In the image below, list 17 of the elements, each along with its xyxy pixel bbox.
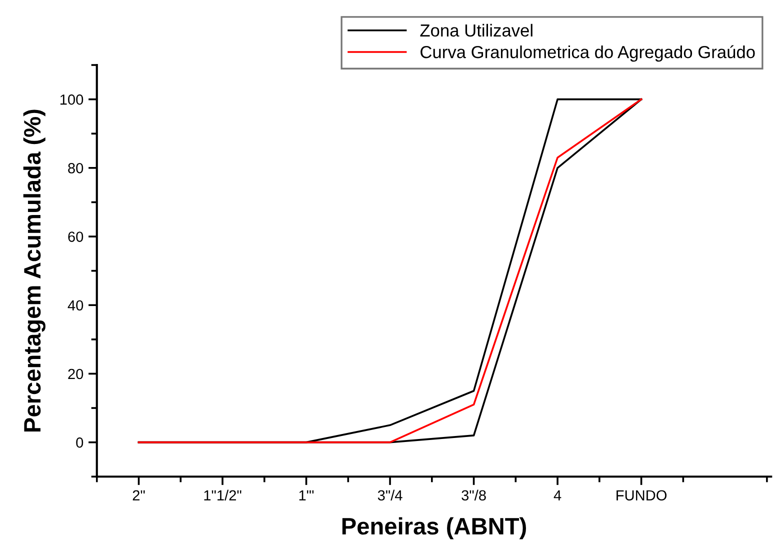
x-tick-label: FUNDO <box>616 490 667 501</box>
y-tick-label: 80 <box>68 163 84 174</box>
y-axis-title: Percentagem Acumulada (%) <box>23 110 46 432</box>
x-tick-label: 3"/8 <box>462 490 486 501</box>
y-tick-label: 40 <box>68 300 84 311</box>
x-axis-title: Peneiras (ABNT) <box>342 517 526 540</box>
y-tick-label: 100 <box>60 94 84 105</box>
x-tick-label: 4 <box>554 490 562 500</box>
x-tick-label: 1"1/2" <box>204 490 242 501</box>
legend-label: Curva Granulometrica do Agregado Graúdo <box>420 45 755 62</box>
y-tick-label: 0 <box>76 437 84 448</box>
x-tick-label: 3"/4 <box>378 490 402 501</box>
y-tick-label: 20 <box>68 368 84 380</box>
x-tick-label: 2" <box>132 490 145 500</box>
legend-label: Zona Utilizavel <box>420 24 532 37</box>
y-tick-label: 60 <box>68 232 84 242</box>
x-tick-label: 1"' <box>299 490 314 500</box>
